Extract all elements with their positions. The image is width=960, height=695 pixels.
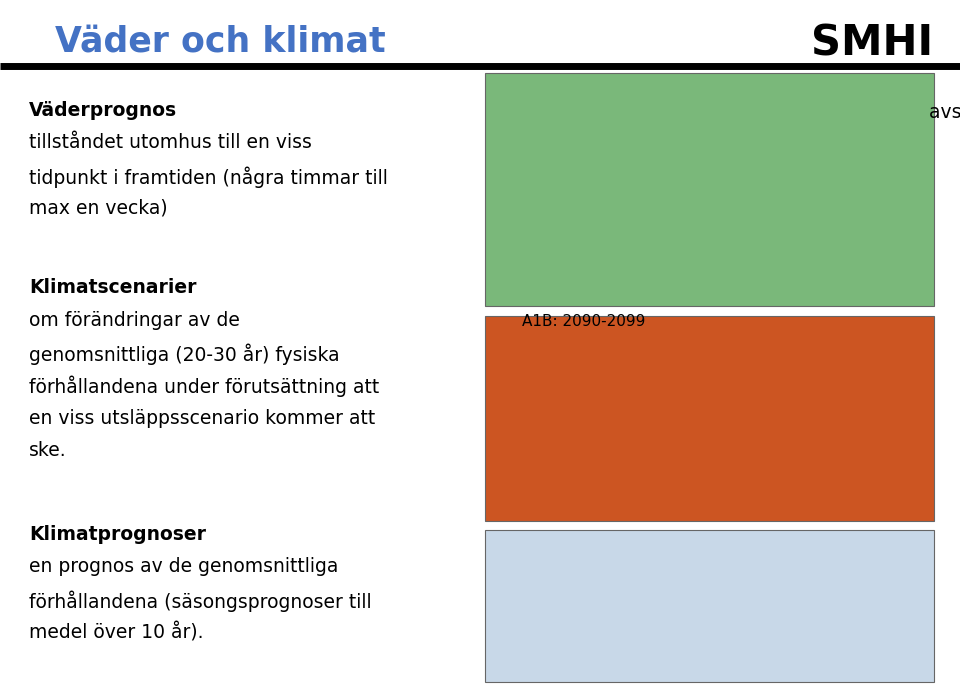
Text: SMHI: SMHI xyxy=(811,22,933,64)
Bar xyxy=(485,316,934,521)
Text: A1B: 2090-2099: A1B: 2090-2099 xyxy=(522,314,645,329)
Text: Väderprognos: Väderprognos xyxy=(29,101,177,120)
Text: Klimatscenarier: Klimatscenarier xyxy=(29,278,196,297)
Text: Väder och klimat: Väder och klimat xyxy=(56,24,386,58)
Text: förhållandena (säsongsprognoser till: förhållandena (säsongsprognoser till xyxy=(29,590,372,612)
Text: ske.: ske. xyxy=(29,441,66,460)
Text: om förändringar av de: om förändringar av de xyxy=(29,311,240,329)
Text: max en vecka): max en vecka) xyxy=(29,199,167,218)
Bar xyxy=(485,530,934,682)
Text: Klimatprognoser: Klimatprognoser xyxy=(29,525,205,543)
Text: tillståndet utomhus till en viss: tillståndet utomhus till en viss xyxy=(29,133,312,152)
Text: genomsnittliga (20-30 år) fysiska: genomsnittliga (20-30 år) fysiska xyxy=(29,343,340,365)
Text: avser att förutspå: avser att förutspå xyxy=(923,101,960,122)
Bar xyxy=(485,73,934,306)
Text: tidpunkt i framtiden (några timmar till: tidpunkt i framtiden (några timmar till xyxy=(29,166,388,188)
Text: medel över 10 år).: medel över 10 år). xyxy=(29,623,204,643)
Text: förhållandena under förutsättning att: förhållandena under förutsättning att xyxy=(29,376,379,398)
Text: en viss utsläppsscenario kommer att: en viss utsläppsscenario kommer att xyxy=(29,409,375,427)
Text: en prognos av de genomsnittliga: en prognos av de genomsnittliga xyxy=(29,557,338,576)
